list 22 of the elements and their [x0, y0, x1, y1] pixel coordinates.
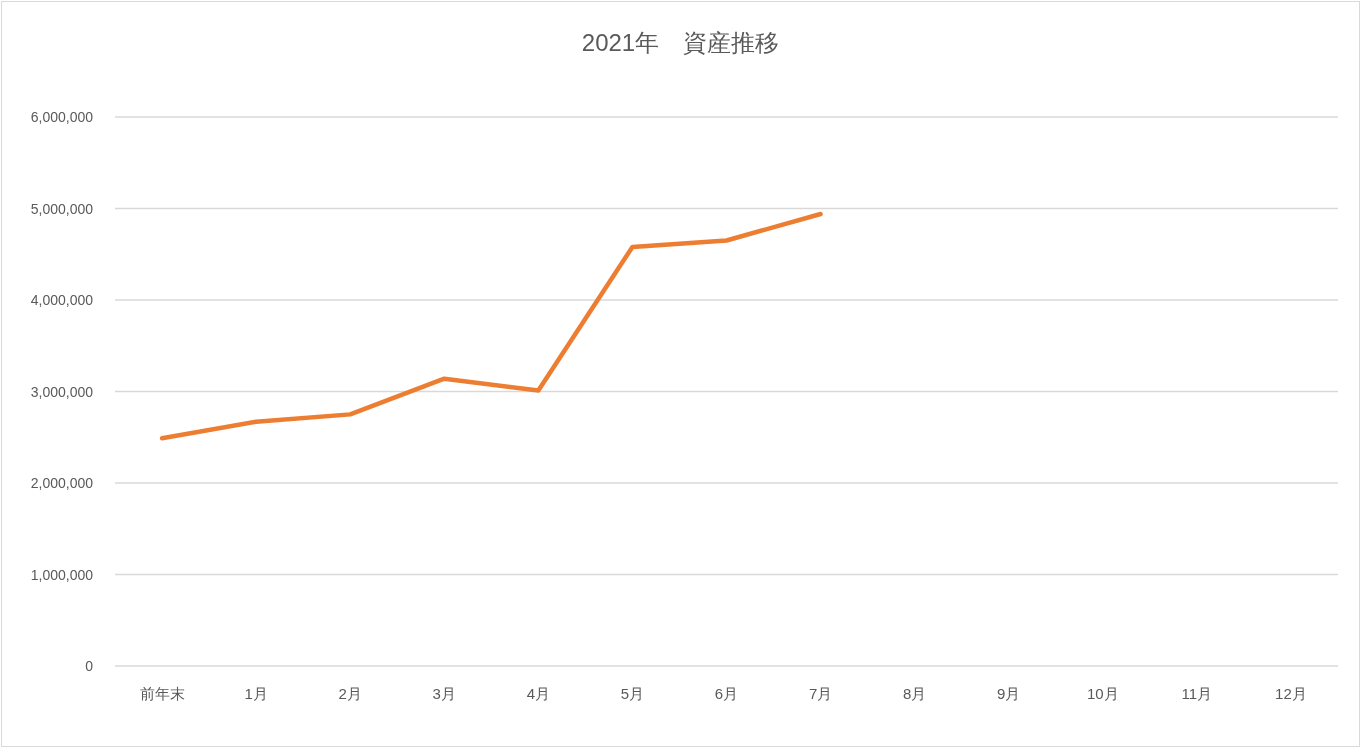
line-series — [159, 211, 823, 441]
x-tick-label: 6月 — [714, 685, 739, 702]
x-tick-label: 7月 — [808, 685, 833, 702]
x-tick-label: 前年末 — [139, 685, 185, 702]
x-tick-label: 12月 — [1275, 685, 1307, 702]
chart-title: 2021年 資産推移 — [581, 29, 780, 56]
x-tick-label: 10月 — [1086, 685, 1119, 702]
x-tick-label: 8月 — [902, 685, 927, 702]
y-tick-label: 2,000,000 — [30, 475, 94, 491]
x-tick-label: 11月 — [1181, 685, 1213, 702]
y-tick-label: 6,000,000 — [30, 109, 94, 125]
y-tick-label: 0 — [85, 658, 94, 674]
y-tick-label: 5,000,000 — [30, 200, 94, 217]
x-tick-label: 1月 — [244, 685, 268, 702]
y-tick-label: 1,000,000 — [30, 566, 94, 583]
x-tick-label: 4月 — [526, 685, 551, 702]
x-tick-label: 5月 — [620, 685, 645, 702]
x-tick-label: 3月 — [432, 685, 456, 702]
y-tick-label: 4,000,000 — [30, 292, 94, 308]
y-tick-label: 3,000,000 — [30, 383, 94, 400]
x-tick-label: 9月 — [997, 685, 1021, 702]
x-tick-label: 2月 — [338, 685, 362, 702]
